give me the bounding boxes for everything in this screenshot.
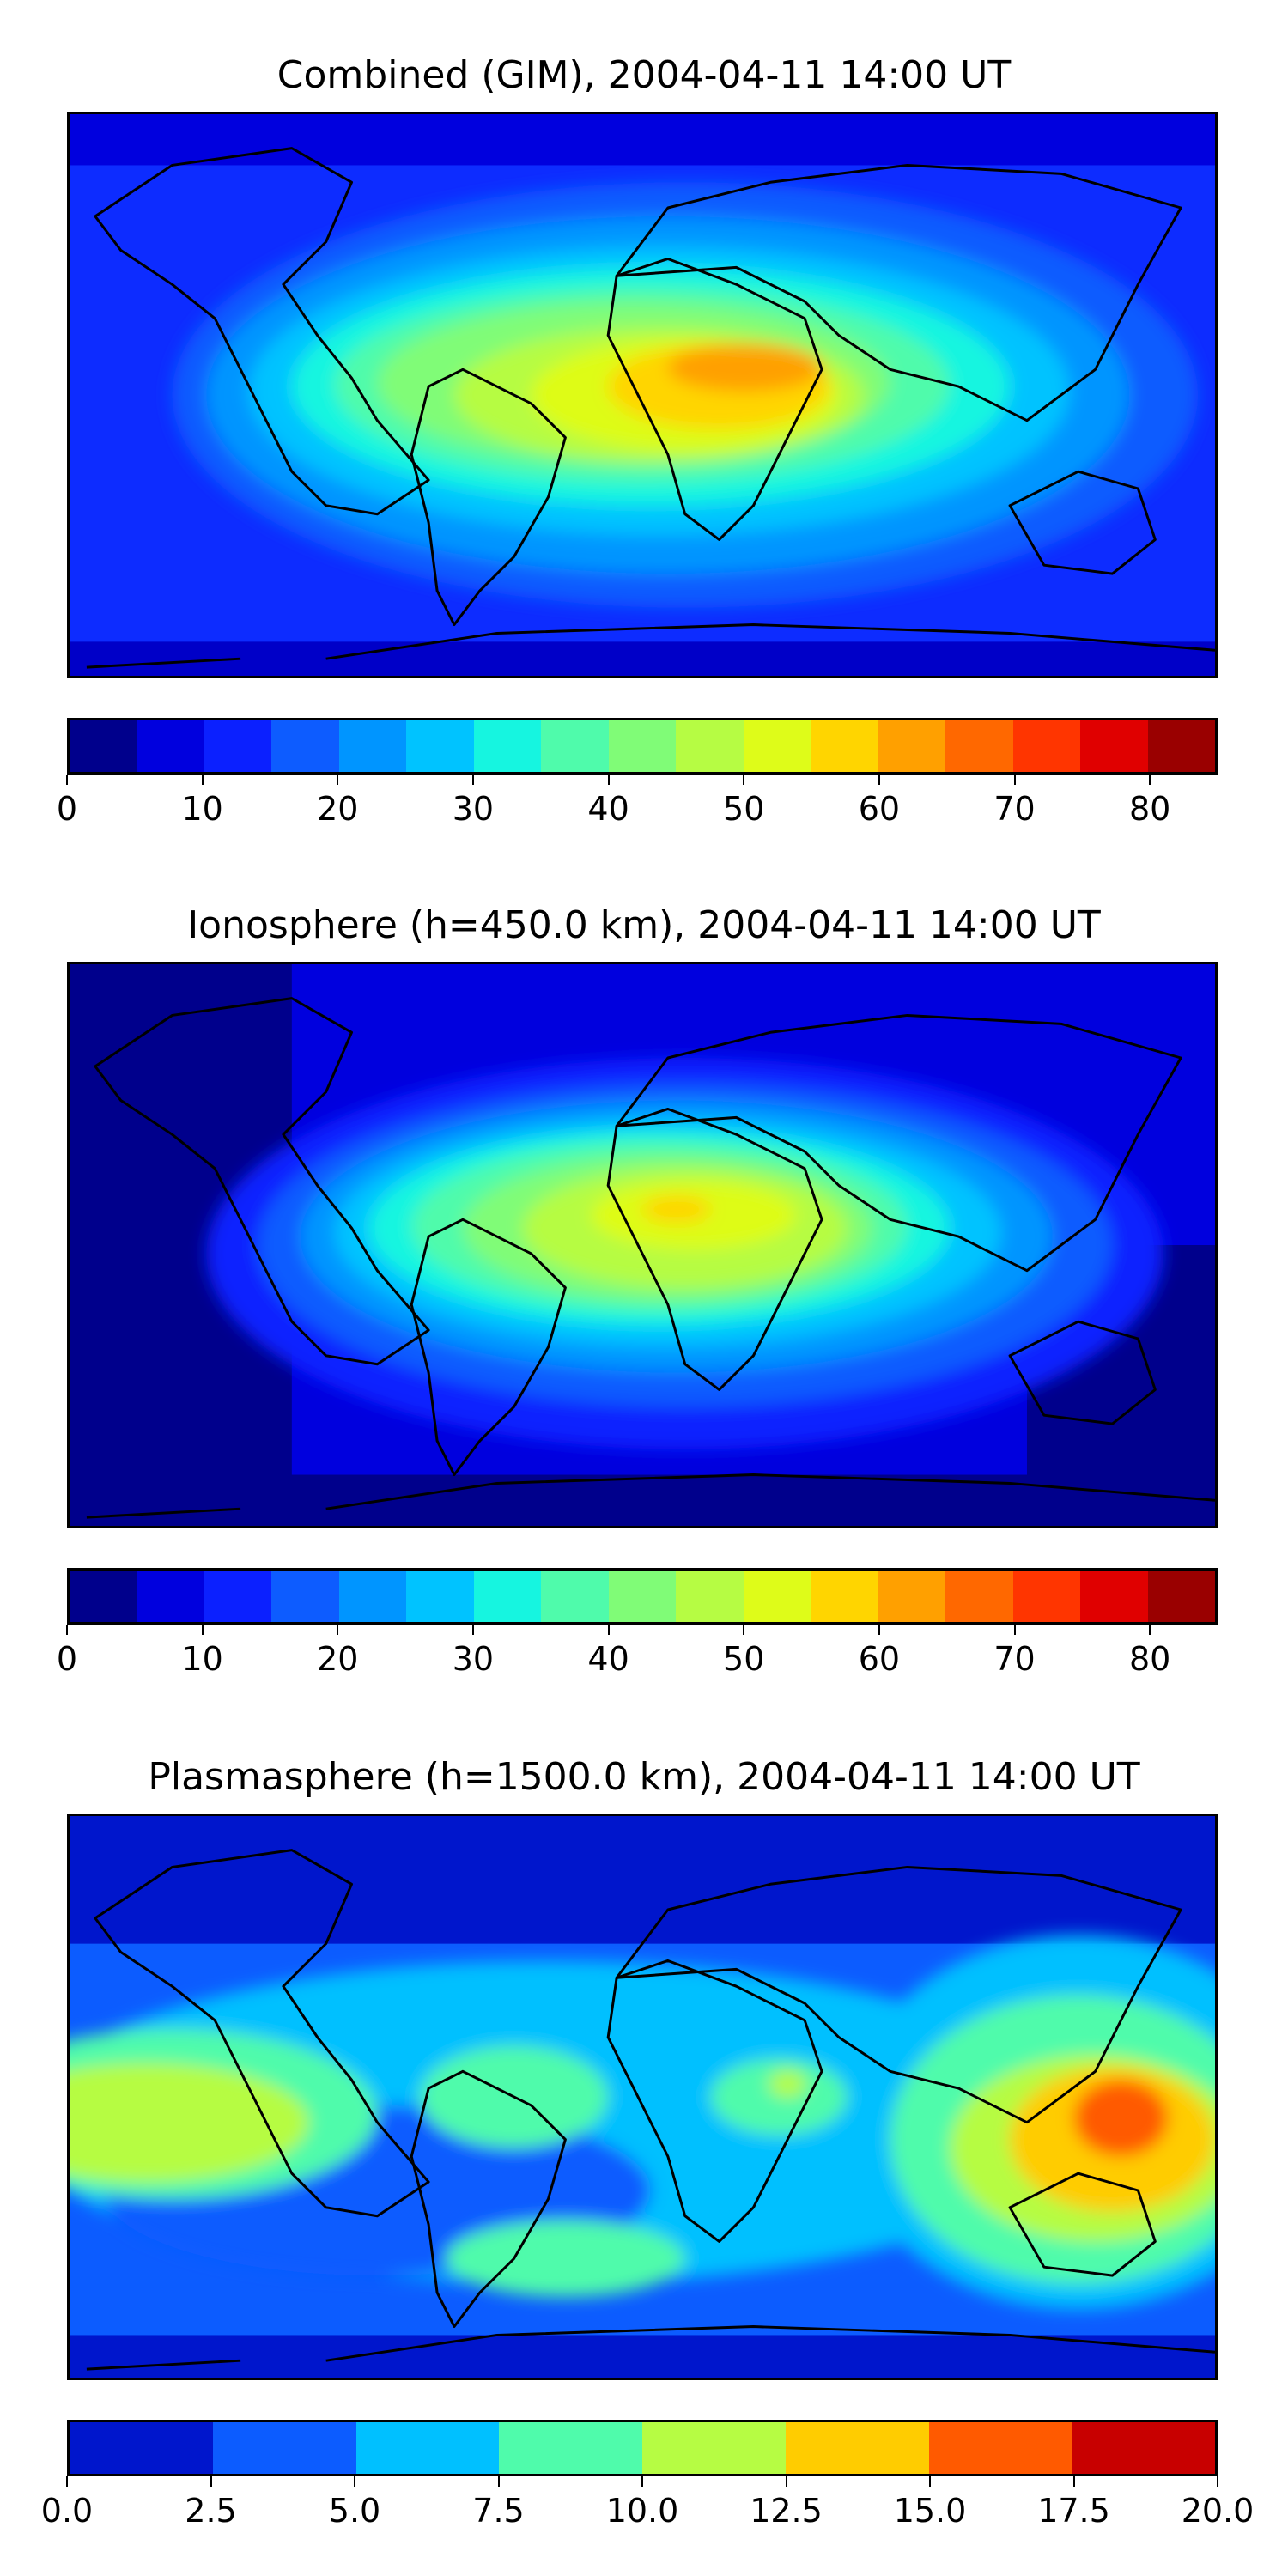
colorbar-swatch (1072, 2422, 1215, 2474)
colorbar-tick-label: 30 (452, 1640, 495, 1678)
colorbar-swatch (1147, 720, 1215, 772)
panel-title: Combined (GIM), 2004-04-11 14:00 UT (276, 53, 1012, 97)
colorbar-swatch (608, 1571, 677, 1622)
colorbar-ionosphere (67, 1568, 1218, 1625)
tec-contour-field (70, 1816, 1215, 2378)
tec-contour-field (70, 114, 1215, 676)
colorbar-tick-label: 17.5 (1037, 2492, 1110, 2530)
colorbar-swatch (70, 2422, 213, 2474)
colorbar-swatch (541, 1571, 609, 1622)
tec-map-ionosphere (67, 962, 1218, 1528)
colorbar-swatch (271, 1571, 339, 1622)
colorbar-swatch (945, 1571, 1013, 1622)
colorbar-tick-label: 20 (317, 1640, 359, 1678)
colorbar-swatch (499, 2422, 642, 2474)
colorbar-swatch (878, 720, 946, 772)
colorbar-swatch (137, 1571, 204, 1622)
colorbar-swatch (642, 2422, 786, 2474)
panel-title: Ionosphere (h=450.0 km), 2004-04-11 14:0… (187, 903, 1101, 947)
colorbar-tick-label: 12.5 (750, 2492, 823, 2530)
colorbar-swatch (785, 2422, 929, 2474)
panel-title: Plasmasphere (h=1500.0 km), 2004-04-11 1… (148, 1755, 1140, 1799)
tec-map-plasmasphere (67, 1814, 1218, 2380)
colorbar-tick-label: 60 (858, 1640, 901, 1678)
colorbar-swatch (204, 720, 272, 772)
colorbar-tick-label: 50 (723, 790, 765, 828)
colorbar-swatch (212, 2422, 356, 2474)
tec-map-combined (67, 112, 1218, 678)
colorbar-swatch (811, 720, 878, 772)
colorbar-tick-label: 10.0 (605, 2492, 679, 2530)
colorbar-swatch (70, 1571, 137, 1622)
colorbar-swatch (743, 720, 811, 772)
colorbar-swatch (676, 720, 744, 772)
colorbar-tick-label: 0 (56, 790, 78, 828)
colorbar-tick-label: 7.5 (472, 2492, 525, 2530)
colorbar-tick-label: 2.5 (185, 2492, 237, 2530)
colorbar-tick-label: 0 (56, 1640, 78, 1678)
colorbar-tick-label: 5.0 (328, 2492, 381, 2530)
colorbar-ticks: 0 10 20 30 40 50 60 70 80 (57, 775, 1218, 828)
colorbar-tick-label: 15.0 (893, 2492, 967, 2530)
colorbar-swatch (743, 1571, 811, 1622)
colorbar-swatch (137, 720, 204, 772)
colorbar-swatch (271, 720, 339, 772)
colorbar-tick-label: 70 (993, 1640, 1036, 1678)
colorbar-swatch (676, 1571, 744, 1622)
colorbar-ticks: 0.0 2.5 5.0 7.5 10.0 12.5 15.0 17.5 20.0 (41, 2476, 1254, 2530)
colorbar-swatch (473, 720, 542, 772)
colorbar-swatch (1080, 1571, 1148, 1622)
colorbar-tick-label: 50 (723, 1640, 765, 1678)
colorbar-tick-label: 40 (587, 1640, 629, 1678)
tec-contour-field (70, 964, 1215, 1526)
colorbar-swatch (355, 2422, 500, 2474)
colorbar-tick-label: 30 (452, 790, 495, 828)
colorbar-swatch (1147, 1571, 1215, 1622)
colorbar-tick-label: 20 (317, 790, 359, 828)
colorbar-tick-label: 10 (181, 1640, 223, 1678)
colorbar-swatch (1080, 720, 1148, 772)
colorbar-swatch (204, 1571, 272, 1622)
colorbar-tick-label: 60 (858, 790, 901, 828)
colorbar-swatch (338, 1571, 407, 1622)
colorbar-tick-label: 20.0 (1181, 2492, 1255, 2530)
colorbar-swatch (1012, 720, 1081, 772)
colorbar-tick-label: 40 (587, 790, 629, 828)
colorbar-swatch (811, 1571, 878, 1622)
colorbar-tick-label: 70 (993, 790, 1036, 828)
colorbar-swatch (338, 720, 407, 772)
colorbar-ticks: 0 10 20 30 40 50 60 70 80 (57, 1625, 1218, 1678)
colorbar-swatch (608, 720, 677, 772)
colorbar-swatch (541, 720, 609, 772)
colorbar-tick-label: 80 (1128, 790, 1171, 828)
colorbar-swatch (945, 720, 1013, 772)
colorbar-swatch (1012, 1571, 1081, 1622)
colorbar-swatch (406, 1571, 474, 1622)
colorbar-swatch (878, 1571, 946, 1622)
colorbar-tick-label: 80 (1128, 1640, 1171, 1678)
colorbar-plasmasphere (67, 2420, 1218, 2476)
colorbar-swatch (473, 1571, 542, 1622)
colorbar-combined (67, 718, 1218, 775)
colorbar-tick-label: 0.0 (40, 2492, 94, 2530)
colorbar-swatch (70, 720, 137, 772)
colorbar-swatch (928, 2422, 1072, 2474)
colorbar-swatch (406, 720, 474, 772)
colorbar-tick-label: 10 (181, 790, 223, 828)
